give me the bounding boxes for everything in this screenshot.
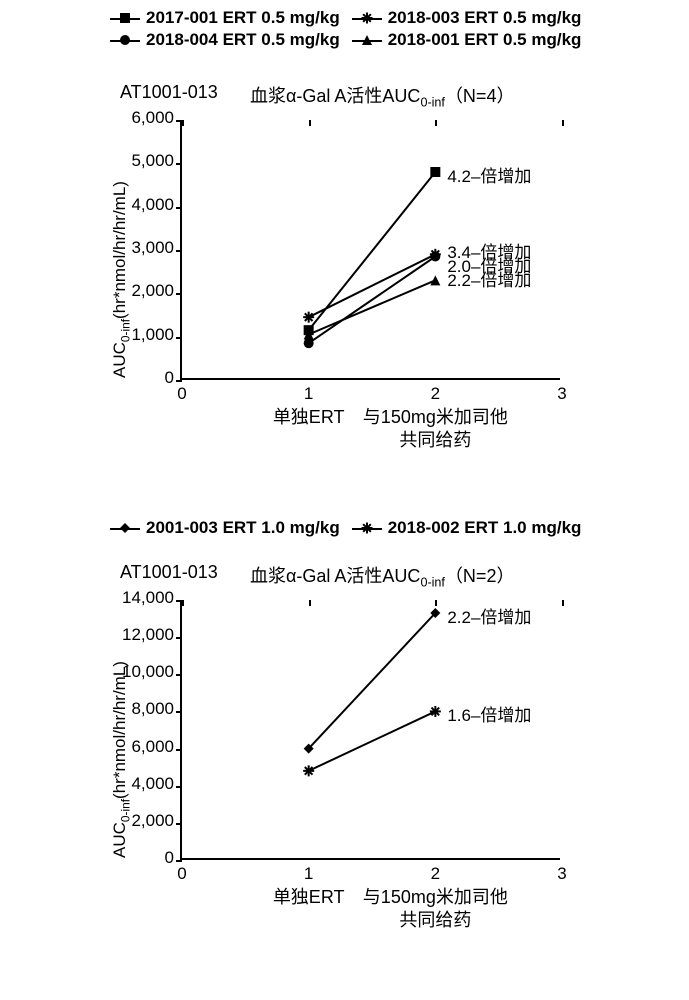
chart-2: 2001-003 ERT 1.0 mg/kg 2018-002 ERT 1.0 … <box>0 510 689 990</box>
xtick-label: 0 <box>177 858 186 884</box>
ytick-label: 4,000 <box>131 774 182 794</box>
ytick-label: 1,000 <box>131 325 182 345</box>
chart2-legend: 2001-003 ERT 1.0 mg/kg 2018-002 ERT 1.0 … <box>110 518 670 540</box>
legend-item: 2018-001 ERT 0.5 mg/kg <box>352 30 582 50</box>
ytick-label: 5,000 <box>131 151 182 171</box>
legend-label: 2018-001 ERT 0.5 mg/kg <box>388 30 582 50</box>
ytick-label: 12,000 <box>122 625 182 645</box>
xlabel-right: 与150mg米加司他共同给药 <box>363 858 508 931</box>
legend-item: 2018-002 ERT 1.0 mg/kg <box>352 518 582 538</box>
chart1-plot: 01,0002,0003,0004,0005,0006,0000123单独ERT… <box>180 120 560 380</box>
ytick-label: 10,000 <box>122 662 182 682</box>
ytick-label: 4,000 <box>131 195 182 215</box>
legend-item: 2018-004 ERT 0.5 mg/kg <box>110 30 340 50</box>
legend-item: 2017-001 ERT 0.5 mg/kg <box>110 8 340 28</box>
ytick-label: 6,000 <box>131 108 182 128</box>
ytick-label: 3,000 <box>131 238 182 258</box>
chart2-study: AT1001-013 <box>120 562 218 583</box>
xtick-label: 0 <box>177 378 186 404</box>
annotation: 4.2–倍增加 <box>447 162 531 187</box>
chart1-title: 血浆α-Gal A活性AUC0-inf（N=4） <box>250 82 514 110</box>
ytick-label: 14,000 <box>122 588 182 608</box>
annotation: 2.2–倍增加 <box>447 266 531 291</box>
chart2-title: 血浆α-Gal A活性AUC0-inf（N=2） <box>250 562 514 590</box>
xtick-label: 3 <box>557 858 566 884</box>
ytick-label: 2,000 <box>131 811 182 831</box>
legend-marker-circle-icon <box>110 33 140 47</box>
annotation: 1.6–倍增加 <box>447 701 531 726</box>
legend-item: 2018-003 ERT 0.5 mg/kg <box>352 8 582 28</box>
xlabel-right: 与150mg米加司他共同给药 <box>363 378 508 451</box>
annotation: 2.2–倍增加 <box>447 603 531 628</box>
legend-item: 2001-003 ERT 1.0 mg/kg <box>110 518 340 538</box>
legend-marker-asterisk-icon <box>352 521 382 535</box>
xtick-label: 3 <box>557 378 566 404</box>
chart1-legend: 2017-001 ERT 0.5 mg/kg 2018-003 ERT 0.5 … <box>110 8 670 52</box>
ytick-label: 6,000 <box>131 737 182 757</box>
ytick-label: 2,000 <box>131 281 182 301</box>
chart1-ylabel: AUC0-inf(hr*nmol/hr/hr/mL) <box>110 181 132 378</box>
xlabel-left: 单独ERT <box>273 858 345 909</box>
legend-marker-diamond-icon <box>110 521 140 535</box>
legend-label: 2001-003 ERT 1.0 mg/kg <box>146 518 340 538</box>
chart2-plot: 02,0004,0006,0008,00010,00012,00014,0000… <box>180 600 560 860</box>
legend-label: 2018-002 ERT 1.0 mg/kg <box>388 518 582 538</box>
xlabel-left: 单独ERT <box>273 378 345 429</box>
legend-label: 2018-004 ERT 0.5 mg/kg <box>146 30 340 50</box>
legend-marker-square-icon <box>110 11 140 25</box>
chart1-study: AT1001-013 <box>120 82 218 103</box>
legend-label: 2017-001 ERT 0.5 mg/kg <box>146 8 340 28</box>
chart-1: 2017-001 ERT 0.5 mg/kg 2018-003 ERT 0.5 … <box>0 0 689 480</box>
chart2-ylabel: AUC0-inf(hr*nmol/hr/hr/mL) <box>110 661 132 858</box>
ytick-label: 8,000 <box>131 699 182 719</box>
legend-marker-asterisk-icon <box>352 11 382 25</box>
legend-marker-triangle-icon <box>352 33 382 47</box>
legend-label: 2018-003 ERT 0.5 mg/kg <box>388 8 582 28</box>
